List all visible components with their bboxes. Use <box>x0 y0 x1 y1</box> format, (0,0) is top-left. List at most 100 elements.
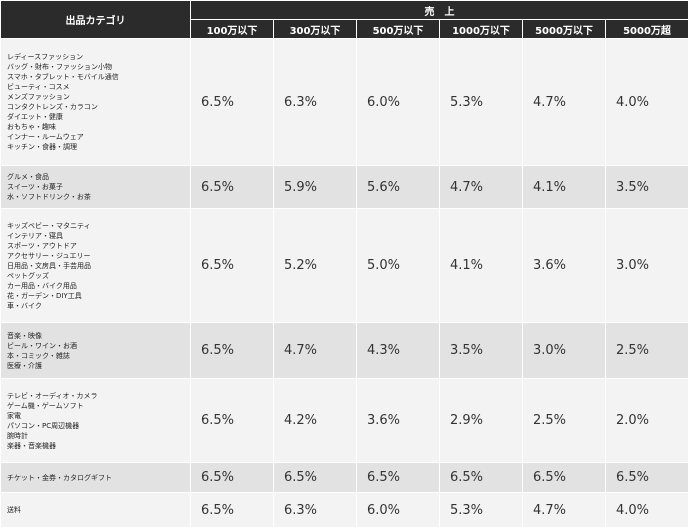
rate-cell: 4.0% <box>605 38 689 166</box>
category-name: アクセサリー・ジュエリー <box>7 251 91 260</box>
rate-cell: 4.2% <box>273 378 357 463</box>
category-name: メンズファッション <box>7 93 70 101</box>
category-name: インテリア・寝具 <box>7 231 63 240</box>
category-name: 日用品・文房具・手芸用品 <box>7 261 91 270</box>
category-name: おもちゃ・趣味 <box>7 123 56 131</box>
column-header: 5000万以下 <box>522 19 606 39</box>
rate-cell: 4.7% <box>439 165 523 209</box>
rate-cell: 6.5% <box>356 462 440 493</box>
rate-cell: 6.5% <box>190 462 274 493</box>
table-row: グルメ・食品 スイーツ・お菓子 水・ソフトドリンク・お茶 6.5% 5.9% 5.6% 4.… <box>0 165 689 209</box>
rate-cell: 3.5% <box>605 165 689 209</box>
category-name: ペットグッズ <box>7 271 49 280</box>
rate-cell: 6.5% <box>190 165 274 209</box>
category-name: スポーツ・アウトドア <box>7 241 77 250</box>
category-cell: 音楽・映像 ビール・ワイン・お酒 本・コミック・雑誌 医療・介護 <box>0 322 191 379</box>
category-name: 送料 <box>7 506 21 514</box>
column-header: 300万以下 <box>273 19 357 39</box>
rate-cell: 2.0% <box>605 378 689 463</box>
table-row: チケット・金券・カタログギフト 6.5% 6.5% 6.5% 6.5% 6.5% 6.5% <box>0 462 689 493</box>
category-name: キッチン・食器・調理 <box>7 143 77 151</box>
category-name: インナー・ルームウェア <box>7 133 84 141</box>
table-row: キッズベビー・マタニティ インテリア・寝具 スポーツ・アウトドア アクセサリー・ジュエ… <box>0 208 689 323</box>
category-name: グルメ・食品 <box>7 173 49 181</box>
rate-cell: 6.3% <box>273 492 357 528</box>
rate-cell: 6.0% <box>356 492 440 528</box>
category-name: 家電 <box>7 411 21 420</box>
rate-cell: 5.3% <box>439 492 523 528</box>
rate-cell: 6.5% <box>190 208 274 323</box>
category-name: 楽器・音楽機器 <box>7 441 56 450</box>
category-name: ダイエット・健康 <box>7 113 63 121</box>
category-header: 出品カテゴリ <box>0 0 191 39</box>
category-cell: レディースファッションバッグ・財布・ファッション小物 スマホ・タブレット・モバイル… <box>0 38 191 166</box>
rate-cell: 5.0% <box>356 208 440 323</box>
rate-cell: 6.5% <box>273 462 357 493</box>
rate-cell: 6.0% <box>356 38 440 166</box>
rate-cell: 6.5% <box>190 322 274 379</box>
rate-cell: 5.3% <box>439 38 523 166</box>
category-name: 音楽・映像 <box>7 331 42 340</box>
rate-cell: 6.5% <box>605 462 689 493</box>
category-cell: キッズベビー・マタニティ インテリア・寝具 スポーツ・アウトドア アクセサリー・ジュエ… <box>0 208 191 323</box>
table-row: 音楽・映像 ビール・ワイン・お酒 本・コミック・雑誌 医療・介護 6.5% 4.7% 4.3… <box>0 322 689 379</box>
column-header: 1000万以下 <box>439 19 523 39</box>
category-name: ゲーム機・ゲームソフト <box>7 401 84 410</box>
rate-cell: 6.5% <box>190 38 274 166</box>
rate-cell: 3.6% <box>356 378 440 463</box>
rate-cell: 4.7% <box>522 492 606 528</box>
category-name: 医療・介護 <box>7 361 42 370</box>
table-row: テレビ・オーディオ・カメラ ゲーム機・ゲームソフト 家電 パソコン・PC周辺機器 腕時計… <box>0 378 689 463</box>
category-name: パソコン・PC周辺機器 <box>7 421 80 430</box>
rate-cell: 4.1% <box>522 165 606 209</box>
table-row: レディースファッションバッグ・財布・ファッション小物 スマホ・タブレット・モバイル… <box>0 38 689 166</box>
category-name: 水・ソフトドリンク・お茶 <box>7 193 91 201</box>
rate-cell: 6.5% <box>190 378 274 463</box>
category-cell: チケット・金券・カタログギフト <box>0 462 191 493</box>
rate-cell: 3.0% <box>522 322 606 379</box>
category-name: 車・バイク <box>7 301 42 310</box>
rate-cell: 2.9% <box>439 378 523 463</box>
category-name: ビール・ワイン・お酒 <box>7 341 77 350</box>
table-row: 送料 6.5% 6.3% 6.0% 5.3% 4.7% 4.0% <box>0 492 689 528</box>
column-header: 5000万超 <box>605 19 689 39</box>
category-name: レディースファッション <box>7 53 84 61</box>
rate-cell: 4.0% <box>605 492 689 528</box>
rate-cell: 6.3% <box>273 38 357 166</box>
rate-cell: 2.5% <box>522 378 606 463</box>
category-name: キッズベビー・マタニティ <box>7 221 91 230</box>
category-cell: グルメ・食品スイーツ・お菓子水・ソフトドリンク・お茶 <box>0 165 191 209</box>
rate-cell: 6.5% <box>522 462 606 493</box>
rate-cell: 4.3% <box>356 322 440 379</box>
category-name: スマホ・タブレット・モバイル通信 <box>7 73 119 81</box>
rate-cell: 6.5% <box>190 492 274 528</box>
rate-cell: 3.5% <box>439 322 523 379</box>
rate-cell: 5.6% <box>356 165 440 209</box>
category-name: カー用品・バイク用品 <box>7 281 77 290</box>
category-name: バッグ・財布・ファッション小物 <box>7 63 112 71</box>
category-name: コンタクトレンズ・カラコン <box>7 103 98 111</box>
category-name: 腕時計 <box>7 431 28 440</box>
column-header: 100万以下 <box>190 19 274 39</box>
rate-cell: 4.1% <box>439 208 523 323</box>
category-name: チケット・金券・カタログギフト <box>7 473 112 482</box>
category-name: 花・ガーデン・DIY工具 <box>7 291 82 300</box>
rate-cell: 5.2% <box>273 208 357 323</box>
rate-cell: 2.5% <box>605 322 689 379</box>
sales-header: 売 上 <box>190 0 689 20</box>
category-name: テレビ・オーディオ・カメラ <box>7 391 98 400</box>
rate-cell: 4.7% <box>273 322 357 379</box>
category-name: ビューティ・コスメ <box>7 83 70 91</box>
column-header: 500万以下 <box>356 19 440 39</box>
rate-cell: 3.6% <box>522 208 606 323</box>
category-name: 本・コミック・雑誌 <box>7 351 70 360</box>
rate-cell: 3.0% <box>605 208 689 323</box>
rate-cell: 5.9% <box>273 165 357 209</box>
category-cell: テレビ・オーディオ・カメラ ゲーム機・ゲームソフト 家電 パソコン・PC周辺機器 腕時計… <box>0 378 191 463</box>
rate-cell: 4.7% <box>522 38 606 166</box>
rate-cell: 6.5% <box>439 462 523 493</box>
category-name: スイーツ・お菓子 <box>7 183 63 191</box>
category-cell: 送料 <box>0 492 191 528</box>
